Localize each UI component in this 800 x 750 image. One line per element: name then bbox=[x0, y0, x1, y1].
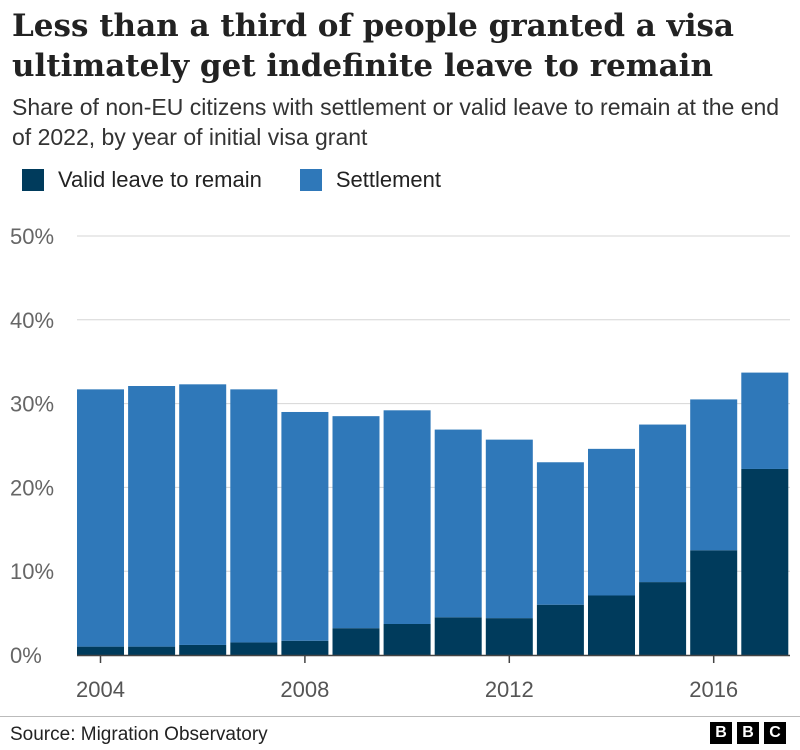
bar-settlement bbox=[485, 439, 533, 619]
bar-valid-leave bbox=[332, 628, 380, 655]
bar-settlement bbox=[639, 424, 687, 583]
bar-settlement bbox=[332, 416, 380, 629]
bar-settlement bbox=[741, 372, 789, 469]
bar-valid-leave bbox=[281, 640, 329, 655]
legend-swatch-valid-leave bbox=[22, 169, 44, 191]
footer-divider bbox=[0, 716, 800, 717]
chart-title: Less than a third of people granted a vi… bbox=[12, 8, 735, 84]
bar-settlement bbox=[536, 462, 584, 605]
bar-settlement bbox=[179, 384, 227, 645]
legend-label-valid-leave: Valid leave to remain bbox=[58, 167, 262, 192]
bar-settlement bbox=[588, 448, 635, 596]
bar-settlement bbox=[128, 386, 176, 647]
legend-label-settlement: Settlement bbox=[335, 167, 441, 192]
x-tick-label: 2012 bbox=[485, 677, 534, 702]
legend-swatch-settlement bbox=[299, 169, 322, 191]
chart-subtitle: Share of non-EU citizens with settlement… bbox=[12, 94, 780, 150]
bar-valid-leave bbox=[128, 646, 176, 655]
bar-settlement bbox=[281, 411, 329, 641]
bar-valid-leave bbox=[536, 604, 584, 655]
bbc-logo-letter: B bbox=[710, 722, 732, 744]
bbc-logo: B B C bbox=[710, 722, 786, 744]
x-tick-label: 2004 bbox=[76, 677, 125, 702]
legend-item-settlement: Settlement bbox=[299, 166, 441, 194]
stacked-bar-chart: 0% 10% 20% 30% 40% 50% 2004 2008 2012 2016 bbox=[10, 224, 790, 702]
y-tick-label: 30% bbox=[10, 392, 54, 417]
bar-valid-leave bbox=[741, 468, 789, 655]
bbc-logo-letter: B bbox=[737, 722, 759, 744]
source-note: Source: Migration Observatory bbox=[10, 724, 268, 745]
y-tick-label: 20% bbox=[10, 475, 54, 500]
legend: Valid leave to remain Settlement bbox=[22, 166, 465, 194]
bar-valid-leave bbox=[690, 550, 738, 655]
bar-valid-leave bbox=[485, 618, 533, 655]
bar-valid-leave bbox=[639, 582, 687, 655]
bar-valid-leave bbox=[179, 644, 227, 655]
bar-settlement bbox=[690, 399, 738, 551]
bar-valid-leave bbox=[77, 646, 124, 655]
bbc-logo-letter: C bbox=[764, 722, 786, 744]
bar-valid-leave bbox=[434, 617, 482, 655]
legend-item-valid-leave: Valid leave to remain bbox=[22, 166, 262, 194]
bar-valid-leave bbox=[383, 623, 431, 655]
bar-settlement bbox=[383, 410, 431, 624]
y-tick-label: 0% bbox=[10, 643, 42, 668]
x-tick-label: 2008 bbox=[280, 677, 329, 702]
bar-valid-leave bbox=[230, 642, 278, 655]
y-tick-label: 50% bbox=[10, 224, 54, 249]
bar-valid-leave bbox=[588, 595, 635, 655]
y-tick-label: 10% bbox=[10, 559, 54, 584]
bar-settlement bbox=[77, 389, 124, 647]
bar-settlement bbox=[230, 389, 278, 643]
bar-settlement bbox=[434, 429, 482, 618]
x-tick-label: 2016 bbox=[689, 677, 738, 702]
y-tick-label: 40% bbox=[10, 308, 54, 333]
